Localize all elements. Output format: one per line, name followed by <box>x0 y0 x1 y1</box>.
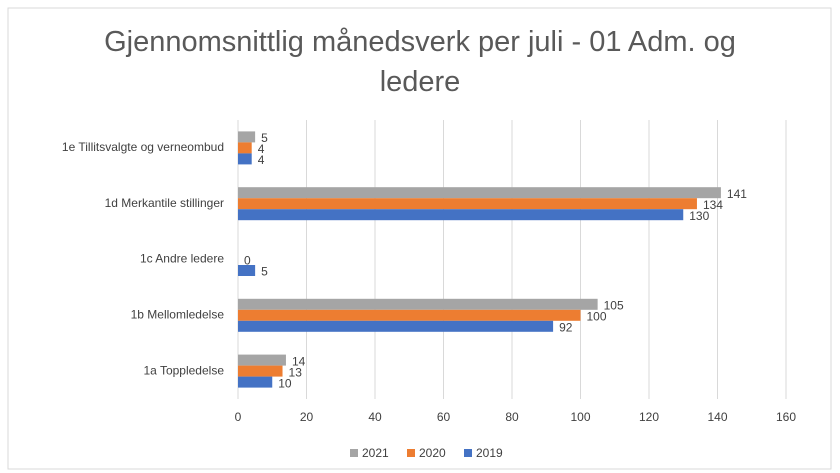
bar <box>238 131 256 143</box>
bar <box>238 309 581 321</box>
chart-title: Gjennomsnittlig månedsverk per juli - 01… <box>104 26 736 98</box>
y-tick-label: 1b Mellomledelse <box>131 307 225 321</box>
data-label: 10 <box>278 376 292 390</box>
data-label: 4 <box>258 153 265 167</box>
data-label: 141 <box>727 187 747 201</box>
data-label: 92 <box>559 320 573 334</box>
bar <box>238 376 273 388</box>
legend-swatch <box>464 449 472 457</box>
legend-label: 2020 <box>419 446 446 460</box>
x-tick-label: 20 <box>300 410 314 424</box>
y-tick-label: 1d Merkantile stillinger <box>105 196 224 210</box>
bar <box>238 198 697 210</box>
bar <box>238 365 283 377</box>
x-tick-label: 80 <box>505 410 519 424</box>
legend-swatch <box>350 449 358 457</box>
legend-label: 2021 <box>362 446 389 460</box>
x-tick-label: 40 <box>368 410 382 424</box>
data-label: 13 <box>289 365 303 379</box>
bar <box>238 354 286 366</box>
bar <box>238 187 721 199</box>
x-tick-label: 100 <box>570 410 590 424</box>
x-tick-label: 160 <box>776 410 796 424</box>
data-label: 14 <box>292 354 306 368</box>
legend-label: 2019 <box>476 446 503 460</box>
data-label: 134 <box>703 198 723 212</box>
y-tick-label: 1c Andre ledere <box>140 252 224 266</box>
x-tick-label: 60 <box>437 410 451 424</box>
x-tick-label: 140 <box>707 410 727 424</box>
bar <box>238 142 252 154</box>
x-tick-label: 120 <box>639 410 659 424</box>
data-label: 4 <box>258 142 265 156</box>
data-label: 130 <box>689 209 709 223</box>
data-label: 5 <box>261 265 268 279</box>
bar <box>238 209 684 221</box>
bar <box>238 265 256 276</box>
bar <box>238 153 252 165</box>
y-tick-label: 1e Tillitsvalgte og verneombud <box>62 140 224 154</box>
legend-swatch <box>407 449 415 457</box>
data-label: 105 <box>604 298 624 312</box>
bar <box>238 320 554 332</box>
chart-border <box>7 7 832 470</box>
data-label: 100 <box>587 309 607 323</box>
data-label: 5 <box>261 131 268 145</box>
data-label: 0 <box>244 254 251 268</box>
x-tick-label: 0 <box>235 410 242 424</box>
bar <box>238 298 598 310</box>
y-tick-label: 1a Toppledelse <box>143 363 224 377</box>
